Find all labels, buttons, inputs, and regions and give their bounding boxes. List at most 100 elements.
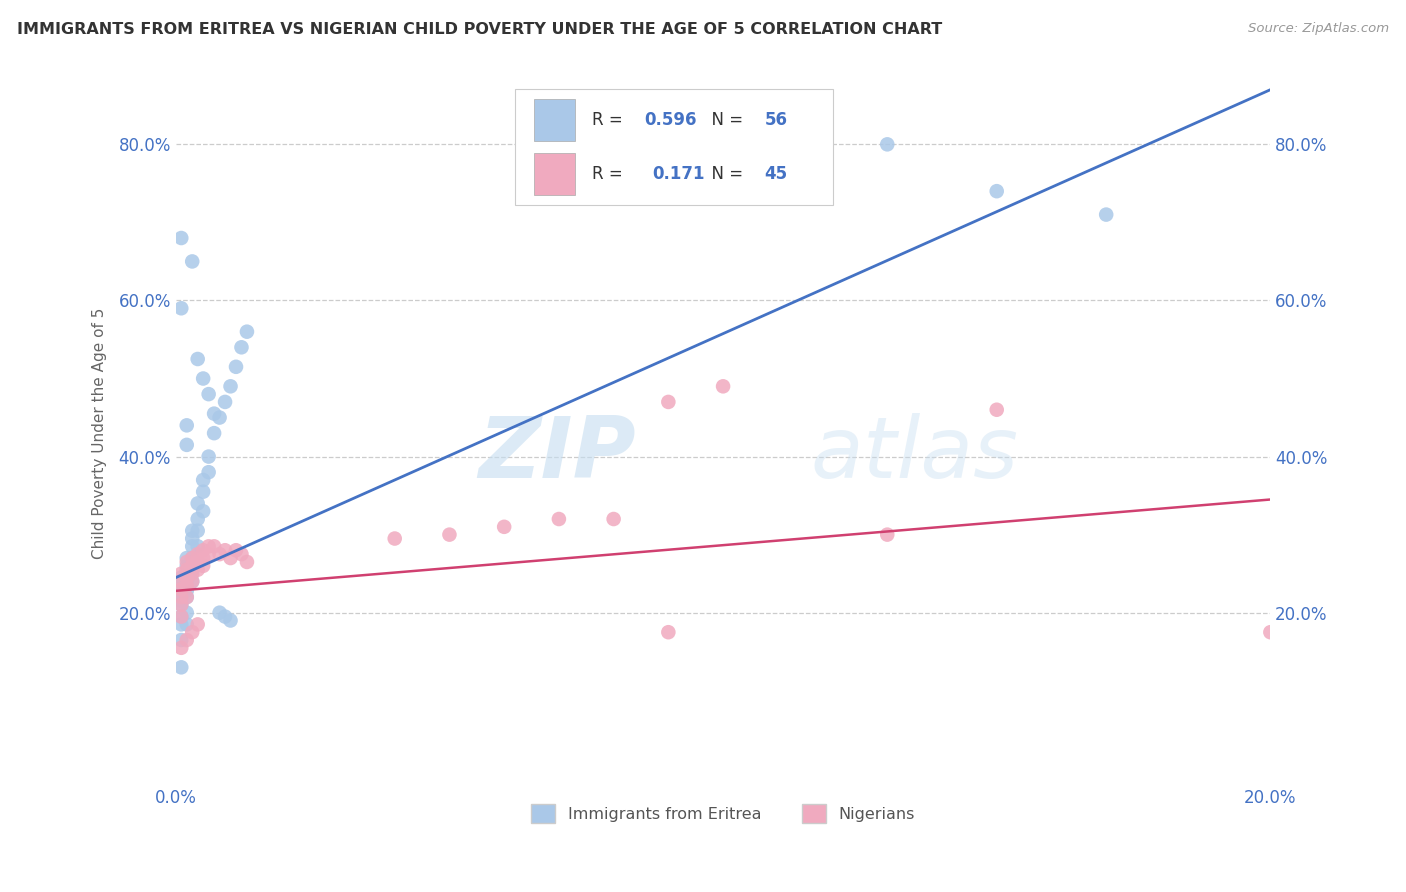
Point	[197, 465, 219, 479]
Point	[202, 407, 225, 421]
Point	[208, 547, 231, 561]
Point	[439, 527, 461, 541]
Point	[548, 512, 571, 526]
Point	[197, 539, 219, 553]
Point	[876, 527, 898, 541]
Point	[170, 617, 193, 632]
Point	[876, 137, 898, 152]
Point	[181, 254, 204, 268]
Point	[187, 496, 209, 510]
Point	[181, 539, 204, 553]
Point	[187, 547, 209, 561]
Text: R =: R =	[592, 165, 633, 183]
Point	[219, 379, 242, 393]
Point	[181, 574, 204, 589]
Text: N =: N =	[702, 165, 748, 183]
Point	[176, 632, 198, 647]
Point	[236, 555, 259, 569]
Text: 0.596: 0.596	[644, 111, 697, 128]
Point	[170, 570, 193, 584]
Point	[236, 325, 259, 339]
Point	[176, 617, 198, 632]
Point	[214, 609, 236, 624]
Text: N =: N =	[702, 111, 748, 128]
Point	[170, 598, 193, 612]
Point	[231, 340, 253, 354]
Point	[181, 532, 204, 546]
Point	[657, 625, 679, 640]
Point	[176, 578, 198, 592]
Point	[208, 606, 231, 620]
Point	[225, 359, 247, 374]
Point	[219, 614, 242, 628]
Point	[170, 301, 193, 316]
Point	[170, 660, 193, 674]
Point	[986, 402, 1008, 417]
Point	[986, 184, 1008, 198]
Point	[225, 543, 247, 558]
Point	[176, 558, 198, 573]
Legend: Immigrants from Eritrea, Nigerians: Immigrants from Eritrea, Nigerians	[524, 797, 921, 830]
Point	[170, 231, 193, 245]
Point	[187, 555, 209, 569]
Point	[191, 551, 214, 566]
Text: R =: R =	[592, 111, 627, 128]
Point	[170, 590, 193, 604]
Point	[187, 351, 209, 366]
Point	[202, 426, 225, 441]
Point	[176, 606, 198, 620]
Point	[191, 504, 214, 518]
Point	[187, 524, 209, 538]
Point	[170, 582, 193, 597]
Point	[197, 387, 219, 401]
Point	[176, 590, 198, 604]
Text: IMMIGRANTS FROM ERITREA VS NIGERIAN CHILD POVERTY UNDER THE AGE OF 5 CORRELATION: IMMIGRANTS FROM ERITREA VS NIGERIAN CHIL…	[17, 22, 942, 37]
Point	[187, 563, 209, 577]
Point	[176, 563, 198, 577]
Point	[176, 551, 198, 566]
Text: 56: 56	[765, 111, 787, 128]
Point	[170, 578, 193, 592]
Point	[170, 640, 193, 655]
Point	[208, 410, 231, 425]
FancyBboxPatch shape	[534, 153, 575, 195]
Text: 45: 45	[765, 165, 787, 183]
Point	[181, 551, 204, 566]
FancyBboxPatch shape	[534, 99, 575, 141]
Point	[191, 473, 214, 487]
Point	[202, 539, 225, 553]
Point	[602, 512, 624, 526]
Point	[384, 532, 406, 546]
Point	[170, 632, 193, 647]
Point	[231, 547, 253, 561]
Point	[170, 594, 193, 608]
Point	[219, 551, 242, 566]
Point	[176, 583, 198, 598]
Point	[1095, 208, 1118, 222]
Point	[181, 524, 204, 538]
Point	[197, 547, 219, 561]
Point	[176, 566, 198, 581]
Point	[170, 609, 193, 624]
Point	[181, 558, 204, 573]
Point	[170, 574, 193, 589]
FancyBboxPatch shape	[515, 89, 832, 205]
Point	[170, 586, 193, 600]
Point	[657, 395, 679, 409]
Point	[197, 450, 219, 464]
Point	[170, 598, 193, 612]
Text: 0.171: 0.171	[652, 165, 704, 183]
Point	[176, 438, 198, 452]
Point	[187, 539, 209, 553]
Point	[214, 543, 236, 558]
Point	[1260, 625, 1282, 640]
Point	[181, 566, 204, 581]
Point	[170, 590, 193, 604]
Point	[494, 520, 516, 534]
Point	[176, 555, 198, 569]
Point	[191, 543, 214, 558]
Point	[191, 371, 214, 385]
Point	[176, 578, 198, 592]
Text: ZIP: ZIP	[478, 413, 636, 496]
Point	[181, 574, 204, 589]
